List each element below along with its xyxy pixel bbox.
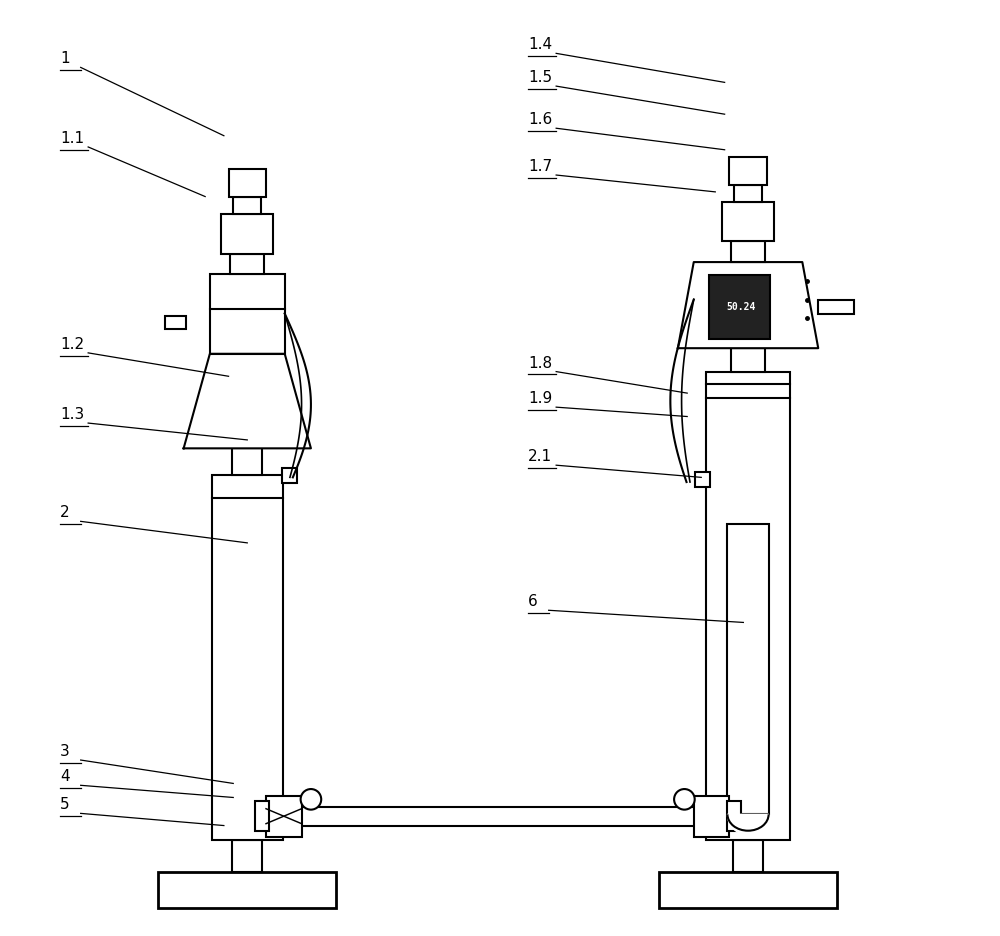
- Bar: [255, 801, 269, 831]
- Text: 1.9: 1.9: [528, 391, 552, 406]
- Bar: [731, 348, 765, 372]
- Text: 1.8: 1.8: [528, 356, 552, 371]
- Bar: [706, 372, 790, 840]
- Text: 2.1: 2.1: [528, 449, 552, 464]
- Text: 1.2: 1.2: [60, 337, 84, 352]
- Text: 1.1: 1.1: [60, 131, 84, 146]
- Bar: [232, 448, 262, 475]
- Bar: [695, 472, 710, 487]
- Bar: [729, 157, 767, 185]
- Bar: [733, 840, 763, 872]
- Bar: [210, 274, 285, 354]
- Bar: [659, 872, 837, 908]
- Bar: [727, 801, 741, 831]
- Bar: [165, 316, 186, 329]
- Polygon shape: [678, 262, 818, 348]
- Polygon shape: [184, 354, 311, 448]
- Circle shape: [674, 789, 695, 810]
- Text: 1.3: 1.3: [60, 407, 84, 422]
- Text: 5: 5: [60, 797, 70, 812]
- Bar: [734, 185, 762, 202]
- Text: 2: 2: [60, 505, 70, 520]
- Bar: [709, 275, 770, 339]
- Text: 1.5: 1.5: [528, 70, 552, 85]
- Text: 1: 1: [60, 51, 70, 66]
- Text: 3: 3: [60, 744, 70, 759]
- Bar: [727, 524, 769, 814]
- Bar: [233, 197, 261, 214]
- Text: 1.4: 1.4: [528, 37, 552, 52]
- Text: 1.7: 1.7: [528, 159, 552, 174]
- Text: 6: 6: [528, 594, 538, 609]
- Bar: [731, 241, 765, 262]
- Bar: [212, 475, 283, 840]
- Bar: [282, 468, 297, 483]
- Bar: [232, 840, 262, 872]
- Bar: [266, 796, 302, 837]
- Bar: [230, 254, 264, 274]
- Wedge shape: [727, 814, 769, 835]
- Text: 4: 4: [60, 769, 70, 784]
- Bar: [722, 202, 774, 241]
- Bar: [818, 300, 854, 314]
- Bar: [158, 872, 336, 908]
- Bar: [221, 214, 273, 254]
- Bar: [694, 796, 729, 837]
- Text: 1.6: 1.6: [528, 112, 552, 127]
- Circle shape: [301, 789, 321, 810]
- Bar: [229, 169, 266, 197]
- Text: 50.24: 50.24: [726, 302, 755, 312]
